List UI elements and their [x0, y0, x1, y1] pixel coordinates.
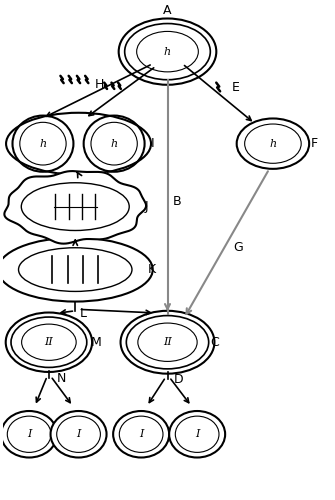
Text: I: I	[27, 430, 31, 440]
Ellipse shape	[84, 116, 145, 172]
Ellipse shape	[113, 411, 169, 458]
Ellipse shape	[125, 24, 210, 80]
Text: C: C	[211, 336, 219, 348]
Polygon shape	[4, 171, 146, 244]
Ellipse shape	[18, 248, 132, 292]
Ellipse shape	[12, 116, 73, 172]
Text: II: II	[45, 337, 53, 347]
Ellipse shape	[0, 238, 153, 302]
Text: M: M	[90, 336, 101, 348]
Text: I: I	[151, 137, 155, 150]
Ellipse shape	[237, 118, 309, 169]
Text: h: h	[269, 138, 276, 148]
Text: II: II	[163, 337, 172, 347]
Text: h: h	[111, 138, 118, 148]
Text: F: F	[311, 137, 318, 150]
Ellipse shape	[51, 411, 107, 458]
Text: h: h	[40, 138, 47, 148]
Ellipse shape	[121, 311, 214, 374]
Text: D: D	[174, 373, 183, 386]
Text: A: A	[163, 4, 172, 16]
Ellipse shape	[21, 182, 129, 230]
Ellipse shape	[119, 18, 216, 85]
Text: N: N	[57, 372, 67, 385]
Text: J: J	[144, 200, 148, 213]
Text: H: H	[94, 78, 104, 91]
Ellipse shape	[6, 312, 92, 372]
Text: G: G	[233, 242, 243, 254]
Text: B: B	[173, 196, 181, 208]
Ellipse shape	[169, 411, 225, 458]
Text: I: I	[139, 430, 143, 440]
Text: I: I	[76, 430, 81, 440]
Text: I: I	[195, 430, 199, 440]
Text: E: E	[232, 82, 240, 94]
Ellipse shape	[1, 411, 57, 458]
Ellipse shape	[11, 317, 87, 368]
Text: L: L	[80, 307, 87, 320]
Text: K: K	[148, 263, 156, 276]
Ellipse shape	[126, 316, 209, 369]
Text: h: h	[164, 46, 171, 56]
